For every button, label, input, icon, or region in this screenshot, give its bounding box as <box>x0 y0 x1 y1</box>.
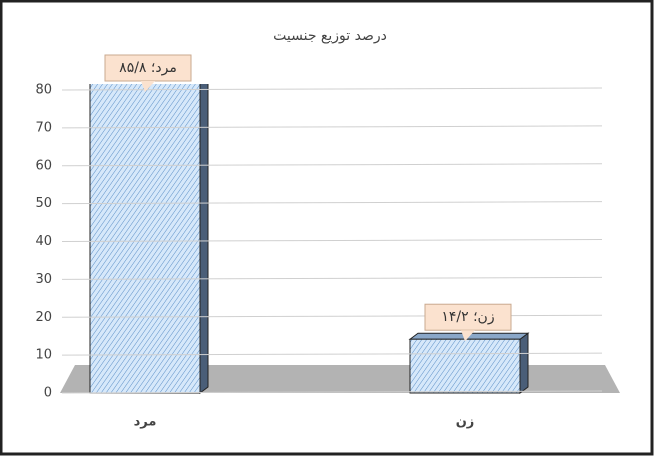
y-tick-label: 80 <box>35 83 52 98</box>
data-label-pointer <box>141 81 155 92</box>
bar-side <box>519 332 529 394</box>
y-tick-label: 50 <box>35 196 52 211</box>
grid-line <box>61 163 603 167</box>
grid-line <box>61 125 603 129</box>
data-label: مرد؛ ۸۵/۸ <box>119 60 177 76</box>
grid-line <box>61 87 603 91</box>
bar-side <box>199 84 209 394</box>
x-tick-label: زن <box>456 415 475 430</box>
grid-line <box>61 352 603 356</box>
chart-title: درصد توزیع جنسیت <box>273 28 387 44</box>
bar <box>89 84 201 394</box>
y-tick-label: 10 <box>35 348 52 363</box>
grid-line <box>61 276 603 280</box>
grid-line <box>61 314 603 318</box>
data-label-pointer <box>461 330 475 342</box>
y-tick-label: 30 <box>35 272 52 287</box>
bar <box>409 338 521 394</box>
grid-line <box>61 239 603 242</box>
y-tick-label: 20 <box>35 310 52 325</box>
y-tick-label: 40 <box>35 234 52 249</box>
x-tick-label: مرد <box>134 415 157 430</box>
data-label-box <box>104 54 192 82</box>
plot <box>89 84 530 394</box>
y-tick-label: 0 <box>44 386 52 401</box>
grid-line <box>61 390 603 394</box>
data-label: زن؛ ۱۴/۲ <box>441 309 494 325</box>
grid-line <box>61 201 603 205</box>
y-tick-label: 70 <box>35 120 52 135</box>
y-tick-label: 60 <box>35 158 52 173</box>
